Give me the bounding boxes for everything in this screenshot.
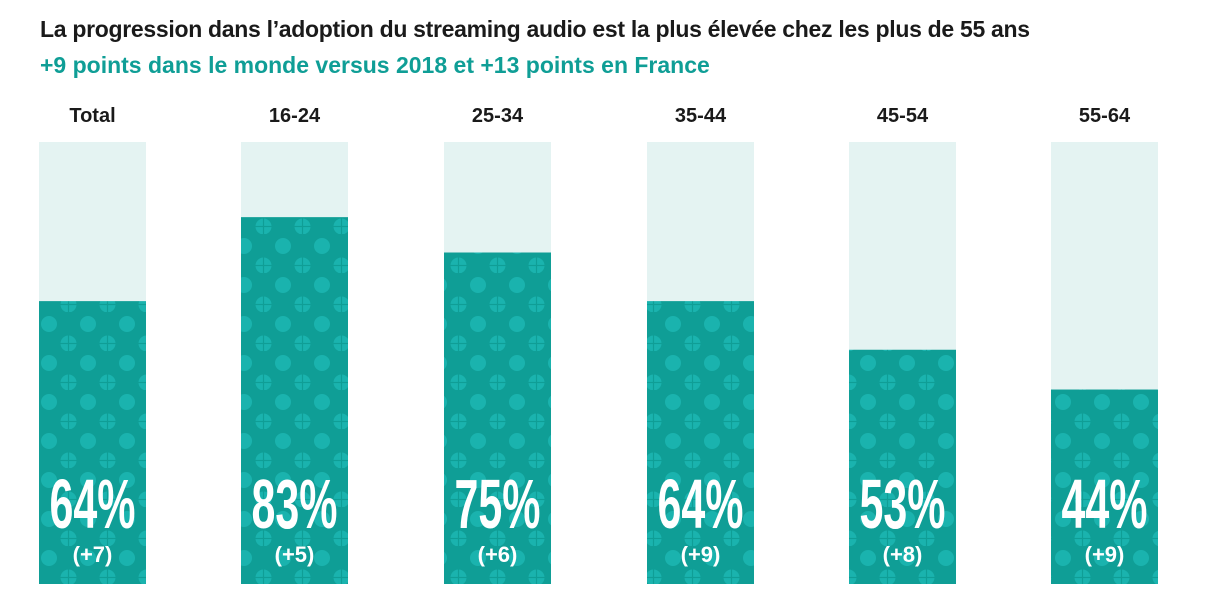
delta-label: (+5) bbox=[275, 542, 315, 567]
bar-group: 55-64 44%(+9) bbox=[1051, 105, 1158, 584]
value-label: 53% bbox=[860, 465, 946, 543]
category-label: 16-24 bbox=[269, 105, 321, 127]
value-label: 75% bbox=[455, 465, 541, 543]
delta-label: (+9) bbox=[681, 542, 721, 567]
category-label: 45-54 bbox=[877, 105, 929, 127]
bar bbox=[444, 252, 551, 584]
bar bbox=[647, 301, 754, 584]
delta-label: (+8) bbox=[883, 542, 923, 567]
category-label: 35-44 bbox=[675, 105, 727, 127]
delta-label: (+7) bbox=[73, 542, 113, 567]
bar-group: 35-44 64%(+9) bbox=[647, 105, 754, 584]
chart-title: La progression dans l’adoption du stream… bbox=[40, 16, 1030, 42]
bars-layer: Total64%(+7)16-2483%(+5)25-3475%(+6)35-4… bbox=[39, 105, 1158, 584]
category-label: Total bbox=[69, 105, 115, 127]
category-label: 25-34 bbox=[472, 105, 524, 127]
value-label: 83% bbox=[252, 465, 338, 543]
value-label: 44% bbox=[1062, 465, 1148, 543]
bar bbox=[241, 217, 348, 584]
value-label: 64% bbox=[658, 465, 744, 543]
value-label: 64% bbox=[50, 465, 136, 543]
chart-subtitle: +9 points dans le monde versus 2018 et +… bbox=[40, 52, 710, 78]
bar-group: 16-24 83%(+5) bbox=[241, 105, 348, 584]
bar-group: Total 64%(+7) bbox=[39, 105, 146, 584]
delta-label: (+6) bbox=[478, 542, 518, 567]
delta-label: (+9) bbox=[1085, 542, 1125, 567]
bar-group: 25-34 75%(+6) bbox=[444, 105, 551, 584]
category-label: 55-64 bbox=[1079, 105, 1131, 127]
bar bbox=[39, 301, 146, 584]
bar bbox=[1051, 389, 1158, 584]
bar bbox=[849, 349, 956, 584]
bar-group: 45-54 53%(+8) bbox=[849, 105, 956, 584]
